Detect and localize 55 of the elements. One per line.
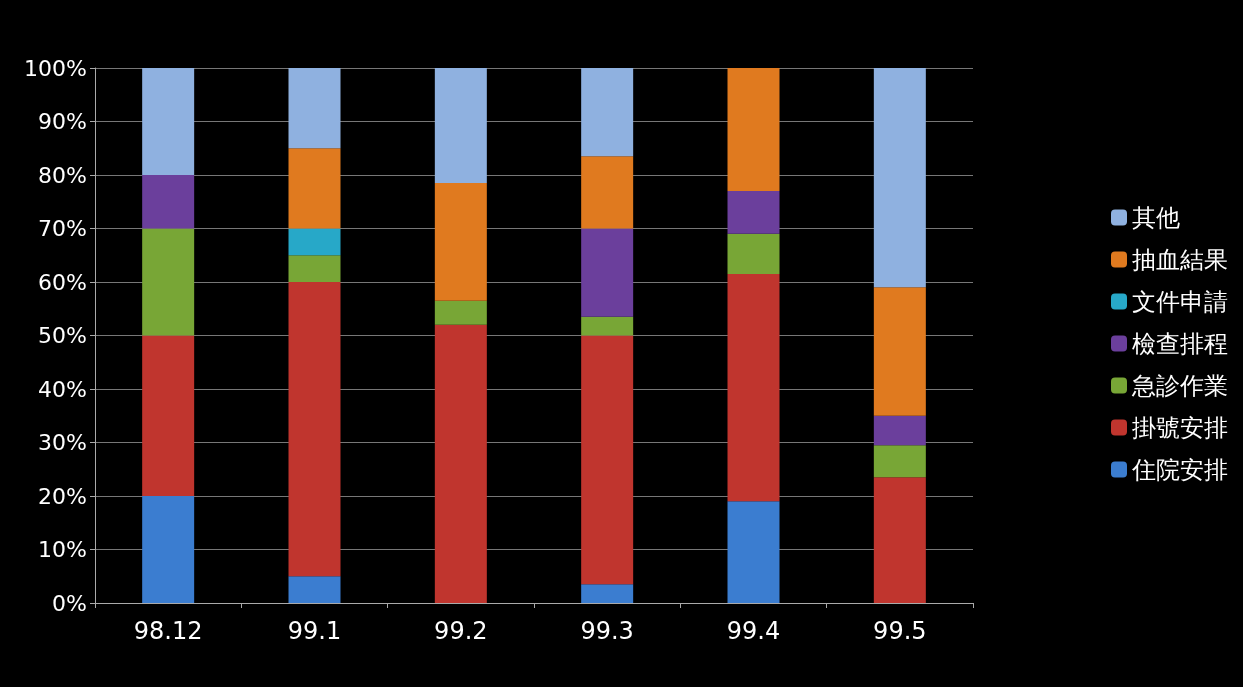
bar: [581, 68, 634, 157]
x-tick-label: 98.12: [133, 617, 203, 645]
y-tick-label: 70%: [38, 216, 87, 241]
bar: [727, 273, 780, 502]
bar: [288, 576, 341, 603]
legend-label: 住院安排: [1131, 455, 1228, 484]
y-tick-label: 40%: [38, 376, 87, 402]
bar: [873, 68, 926, 288]
y-tick-label: 30%: [38, 430, 87, 455]
bar: [727, 68, 780, 192]
bar: [288, 68, 341, 149]
legend-label: 文件申請: [1132, 287, 1228, 316]
bar: [727, 191, 780, 234]
bar: [142, 175, 195, 229]
legend-label: 急診作業: [1131, 371, 1228, 400]
y-tick-label: 0%: [52, 590, 87, 616]
y-tick-label: 90%: [38, 109, 87, 134]
bar: [873, 477, 926, 603]
y-tick-label: 50%: [38, 323, 87, 348]
bar: [581, 584, 634, 603]
bar: [434, 68, 487, 184]
y-tick-label: 10%: [38, 537, 87, 562]
bar: [142, 68, 195, 175]
x-tick-label: 99.3: [580, 617, 634, 645]
bar: [288, 148, 341, 229]
bar: [288, 228, 341, 256]
x-tick-label: 99.1: [287, 617, 342, 645]
bar: [434, 183, 487, 301]
x-tick-label: 99.5: [873, 617, 927, 645]
bar: [288, 282, 341, 577]
bar: [727, 501, 780, 603]
legend-label: 掛號安排: [1132, 413, 1228, 442]
bar: [142, 335, 195, 496]
bar: [873, 445, 926, 478]
bar: [873, 415, 926, 446]
bar: [142, 496, 195, 603]
legend-label: 抽血結果: [1132, 245, 1228, 274]
y-tick-label: 80%: [38, 162, 87, 188]
x-tick-label: 99.4: [726, 617, 781, 645]
bar: [727, 233, 780, 274]
bar: [873, 287, 926, 416]
legend-label: 檢查排程: [1132, 329, 1228, 358]
y-tick-label: 100%: [24, 55, 87, 81]
bar: [434, 324, 487, 603]
bar: [142, 228, 195, 336]
bar: [581, 156, 634, 229]
bar: [434, 300, 487, 325]
bar: [288, 255, 341, 282]
bar: [581, 228, 634, 317]
bar: [581, 316, 634, 336]
x-tick-label: 99.2: [434, 617, 488, 645]
y-tick-label: 20%: [38, 483, 87, 509]
bar: [581, 335, 634, 585]
legend-label: 其他: [1132, 203, 1180, 232]
y-tick-label: 60%: [38, 269, 87, 295]
